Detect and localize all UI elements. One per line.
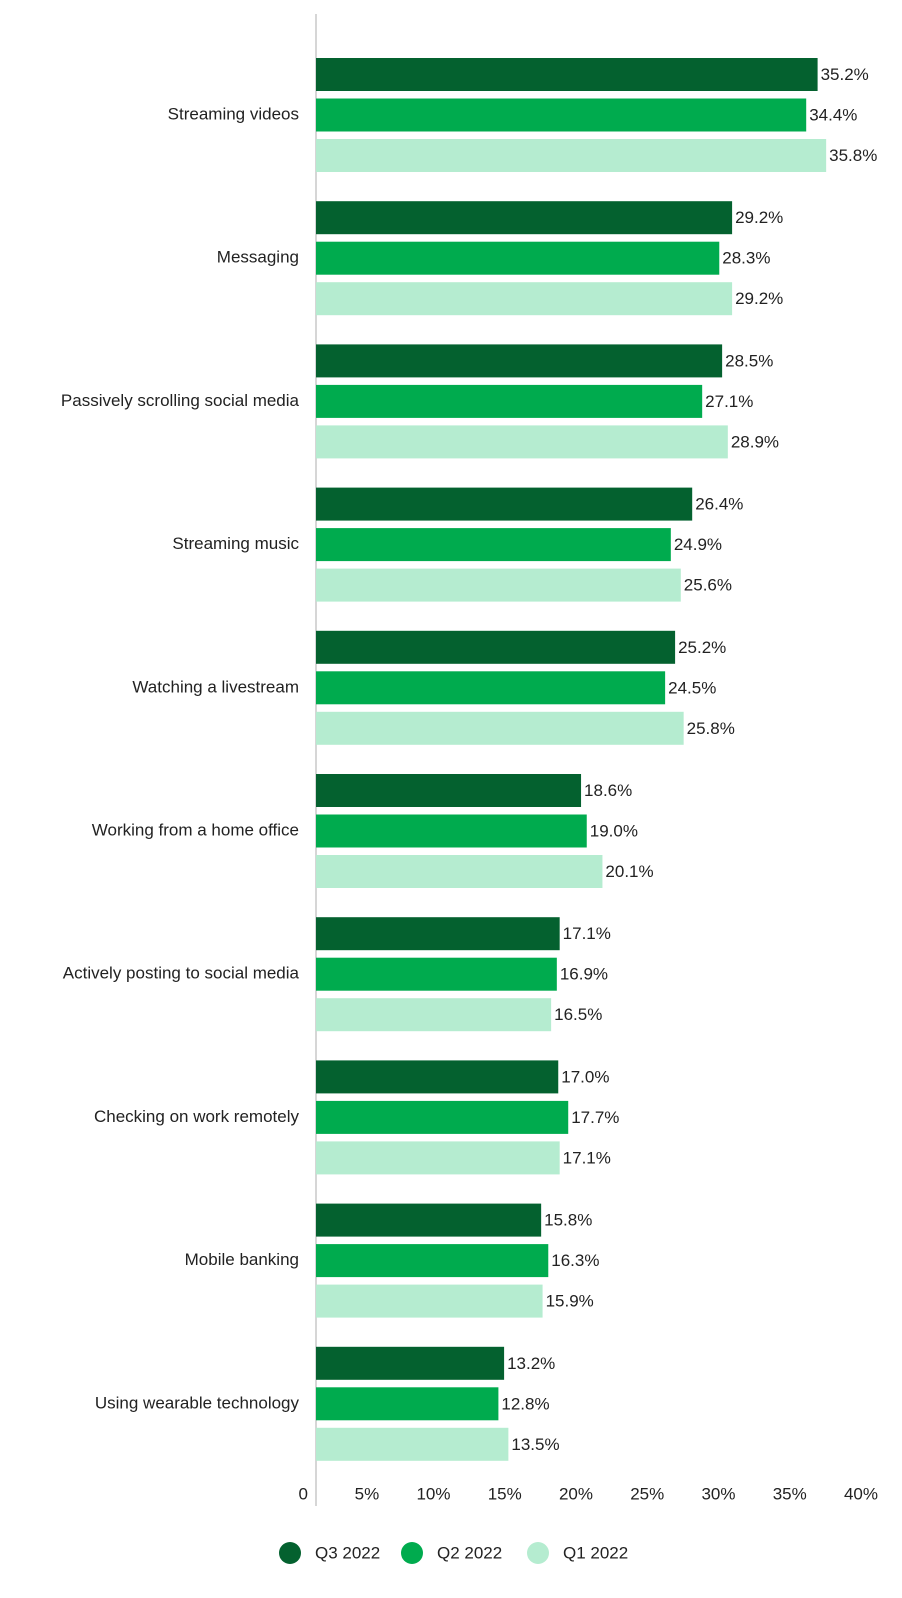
bar (316, 1060, 559, 1094)
bar (316, 630, 676, 664)
value-label: 12.8% (501, 1394, 549, 1413)
bar (316, 957, 557, 991)
bar (316, 487, 693, 521)
value-label: 26.4% (695, 495, 743, 514)
bar (316, 671, 666, 705)
value-label: 24.5% (668, 678, 716, 697)
category-label: Messaging (217, 248, 299, 267)
value-label: 25.6% (684, 576, 732, 595)
bar (316, 1203, 542, 1237)
category-label: Checking on work remotely (94, 1107, 300, 1126)
value-label: 16.3% (551, 1251, 599, 1270)
bar (316, 282, 733, 316)
legend-label: Q3 2022 (315, 1543, 380, 1562)
category-label: Watching a livestream (132, 677, 299, 696)
bar (316, 998, 552, 1032)
bar (316, 384, 703, 418)
value-label: 19.0% (590, 821, 638, 840)
category-label: Using wearable technology (95, 1393, 300, 1412)
bar (316, 711, 684, 745)
value-label: 24.9% (674, 535, 722, 554)
value-label: 17.1% (563, 1148, 611, 1167)
bar (316, 1284, 543, 1318)
category-label: Passively scrolling social media (61, 391, 300, 410)
bar (316, 1346, 505, 1380)
value-label: 29.2% (735, 289, 783, 308)
x-tick-label: 0 (299, 1484, 308, 1503)
bar (316, 568, 681, 602)
bar (316, 201, 733, 235)
bar (316, 425, 728, 459)
value-label: 34.4% (809, 105, 857, 124)
value-label: 13.5% (511, 1435, 559, 1454)
bar (316, 344, 723, 378)
value-label: 28.5% (725, 351, 773, 370)
category-label: Working from a home office (92, 820, 299, 839)
x-tick-label: 20% (559, 1484, 593, 1503)
value-label: 13.2% (507, 1354, 555, 1373)
bar (316, 1100, 569, 1134)
legend-label: Q1 2022 (563, 1543, 628, 1562)
value-label: 17.7% (571, 1108, 619, 1127)
bar (316, 139, 827, 172)
bar (316, 774, 582, 807)
bar (316, 1141, 560, 1175)
value-label: 16.9% (560, 965, 608, 984)
category-label: Streaming videos (168, 104, 299, 123)
value-label: 35.8% (829, 146, 877, 165)
bar (316, 528, 671, 562)
category-label: Streaming music (172, 534, 299, 553)
legend-swatch (401, 1542, 423, 1564)
x-tick-label: 40% (844, 1484, 878, 1503)
bar (316, 58, 818, 91)
value-label: 25.2% (678, 638, 726, 657)
x-tick-label: 35% (773, 1484, 807, 1503)
value-label: 35.2% (821, 65, 869, 84)
x-tick-label: 25% (630, 1484, 664, 1503)
value-label: 27.1% (705, 392, 753, 411)
bar (316, 814, 587, 848)
x-tick-label: 10% (416, 1484, 450, 1503)
value-label: 17.1% (563, 924, 611, 943)
category-label: Mobile banking (185, 1250, 299, 1269)
x-tick-label: 15% (488, 1484, 522, 1503)
bar (316, 855, 603, 888)
legend-swatch (527, 1542, 549, 1564)
bar (316, 1427, 509, 1461)
value-label: 16.5% (554, 1005, 602, 1024)
bar (316, 1244, 549, 1278)
bar (316, 1387, 499, 1421)
x-tick-label: 5% (355, 1484, 380, 1503)
category-label: Actively posting to social media (63, 964, 300, 983)
bar (316, 98, 807, 132)
bar (316, 241, 720, 275)
value-label: 25.8% (687, 719, 735, 738)
value-label: 15.9% (546, 1292, 594, 1311)
value-label: 15.8% (544, 1211, 592, 1230)
legend-label: Q2 2022 (437, 1543, 502, 1562)
value-label: 29.2% (735, 208, 783, 227)
value-label: 28.9% (731, 432, 779, 451)
value-label: 28.3% (722, 249, 770, 268)
value-label: 20.1% (605, 862, 653, 881)
legend-swatch (279, 1542, 301, 1564)
value-label: 18.6% (584, 781, 632, 800)
value-label: 17.0% (561, 1067, 609, 1086)
x-tick-label: 30% (701, 1484, 735, 1503)
bar (316, 917, 560, 951)
